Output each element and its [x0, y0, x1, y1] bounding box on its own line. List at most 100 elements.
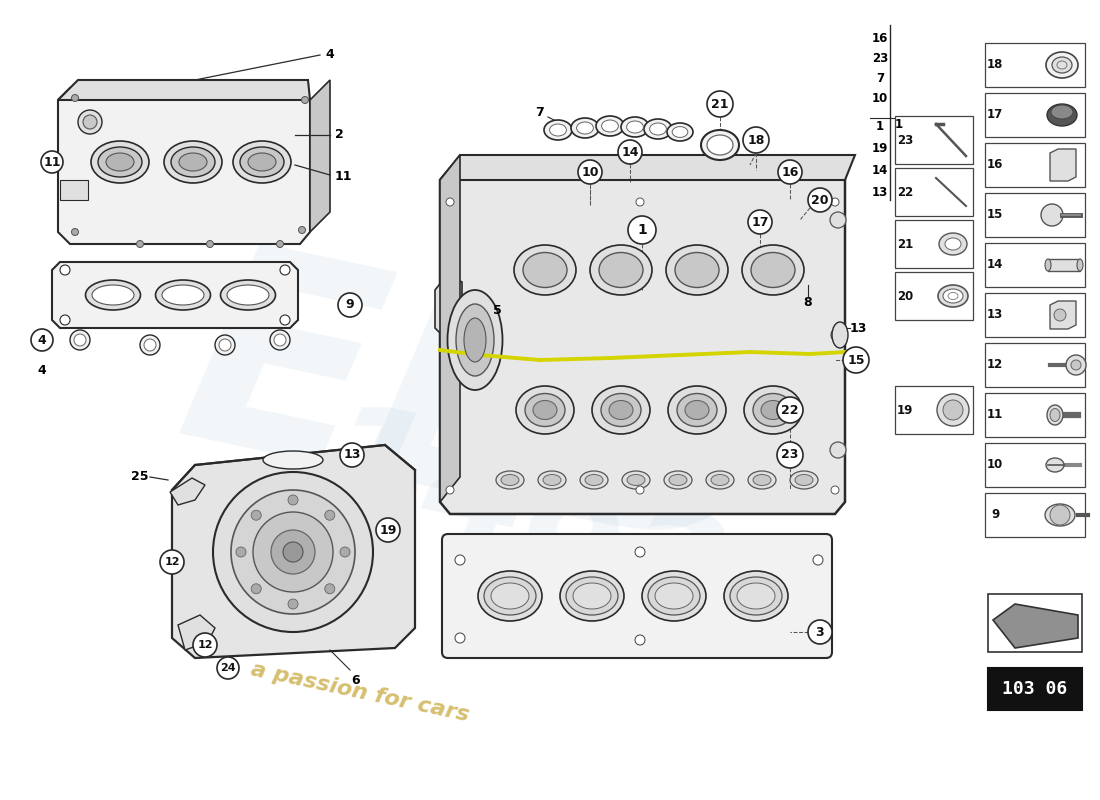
Text: a passion for cars: a passion for cars — [249, 659, 471, 725]
Circle shape — [1054, 309, 1066, 321]
Text: 16: 16 — [781, 166, 799, 178]
Bar — [984, 443, 1085, 487]
Ellipse shape — [790, 471, 818, 489]
Text: 16: 16 — [987, 158, 1003, 171]
Ellipse shape — [248, 153, 276, 171]
Circle shape — [618, 140, 642, 164]
Circle shape — [78, 110, 102, 134]
Ellipse shape — [742, 245, 804, 295]
Text: 8: 8 — [804, 295, 812, 309]
Circle shape — [298, 226, 306, 234]
Ellipse shape — [943, 289, 962, 303]
Ellipse shape — [939, 233, 967, 255]
Ellipse shape — [179, 153, 207, 171]
Ellipse shape — [654, 583, 693, 609]
Circle shape — [628, 216, 656, 244]
Polygon shape — [1050, 301, 1076, 329]
Text: 19: 19 — [872, 142, 888, 154]
Ellipse shape — [576, 122, 593, 134]
Bar — [895, 116, 974, 164]
Text: 22: 22 — [781, 403, 799, 417]
Circle shape — [70, 330, 90, 350]
Ellipse shape — [675, 253, 719, 287]
Circle shape — [192, 633, 217, 657]
FancyBboxPatch shape — [442, 534, 832, 658]
Ellipse shape — [621, 117, 649, 137]
Circle shape — [213, 472, 373, 632]
Bar — [984, 243, 1085, 287]
Text: 23: 23 — [896, 134, 913, 146]
Circle shape — [455, 633, 465, 643]
Text: 10: 10 — [872, 91, 888, 105]
Ellipse shape — [667, 123, 693, 141]
Ellipse shape — [590, 245, 652, 295]
Text: 3: 3 — [816, 626, 824, 638]
Ellipse shape — [754, 474, 771, 486]
Circle shape — [82, 115, 97, 129]
Ellipse shape — [668, 386, 726, 434]
Ellipse shape — [585, 474, 603, 486]
Ellipse shape — [602, 120, 618, 132]
Polygon shape — [440, 168, 845, 514]
Text: 17: 17 — [751, 215, 769, 229]
Circle shape — [324, 510, 334, 520]
Ellipse shape — [1045, 504, 1075, 526]
Ellipse shape — [751, 253, 795, 287]
Circle shape — [376, 518, 400, 542]
Bar — [988, 594, 1082, 652]
Circle shape — [830, 328, 845, 342]
Text: 21: 21 — [712, 98, 728, 110]
Polygon shape — [58, 80, 310, 100]
Circle shape — [60, 265, 70, 275]
Circle shape — [578, 160, 602, 184]
Circle shape — [31, 329, 53, 351]
Circle shape — [340, 547, 350, 557]
Text: 20: 20 — [896, 290, 913, 302]
Circle shape — [1066, 355, 1086, 375]
Text: 23: 23 — [781, 449, 799, 462]
Circle shape — [808, 188, 832, 212]
Text: 7: 7 — [876, 71, 884, 85]
Text: 5: 5 — [493, 303, 502, 317]
Text: 4: 4 — [37, 363, 46, 377]
Ellipse shape — [596, 116, 624, 136]
Circle shape — [219, 339, 231, 351]
Ellipse shape — [86, 280, 141, 310]
Ellipse shape — [1052, 57, 1072, 73]
Ellipse shape — [724, 571, 788, 621]
Circle shape — [253, 512, 333, 592]
Circle shape — [60, 315, 70, 325]
Ellipse shape — [1046, 458, 1064, 472]
Text: 1: 1 — [637, 223, 647, 237]
Circle shape — [830, 486, 839, 494]
Circle shape — [338, 293, 362, 317]
Text: 7: 7 — [536, 106, 544, 118]
Ellipse shape — [227, 285, 270, 305]
Text: 12: 12 — [987, 358, 1003, 371]
Text: 10: 10 — [581, 166, 598, 178]
Ellipse shape — [500, 474, 519, 486]
Ellipse shape — [644, 119, 672, 139]
Circle shape — [251, 584, 261, 594]
Ellipse shape — [711, 474, 729, 486]
Circle shape — [231, 490, 355, 614]
Ellipse shape — [795, 474, 813, 486]
Circle shape — [636, 486, 644, 494]
Text: 20: 20 — [812, 194, 828, 206]
Circle shape — [635, 547, 645, 557]
Ellipse shape — [484, 577, 536, 615]
Ellipse shape — [155, 280, 210, 310]
Polygon shape — [58, 88, 310, 244]
Bar — [984, 343, 1085, 387]
Circle shape — [270, 330, 290, 350]
Polygon shape — [1050, 149, 1076, 181]
Ellipse shape — [538, 471, 566, 489]
Ellipse shape — [761, 401, 785, 419]
Ellipse shape — [522, 253, 566, 287]
Text: 23: 23 — [872, 51, 888, 65]
Ellipse shape — [706, 471, 734, 489]
Text: 19: 19 — [896, 403, 913, 417]
Circle shape — [830, 442, 846, 458]
Circle shape — [136, 241, 143, 247]
Text: 14: 14 — [872, 163, 888, 177]
